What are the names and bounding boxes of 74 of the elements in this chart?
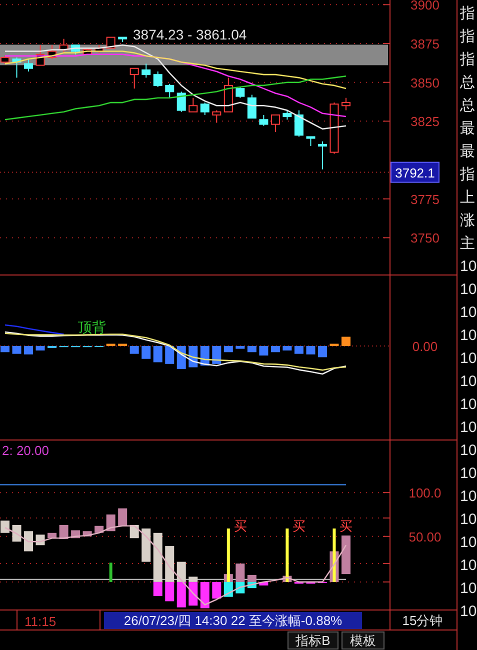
- text: 10: [460, 419, 477, 436]
- text: 10: [460, 488, 477, 505]
- annotation: 顶背: [78, 319, 106, 335]
- bar: [106, 514, 116, 532]
- bar: [165, 546, 174, 582]
- y-tick-label: 100.0: [408, 486, 442, 501]
- x-tick-label: 11:15: [24, 614, 56, 629]
- text: 10: [460, 304, 477, 321]
- text: 10: [460, 603, 477, 620]
- bar: [286, 528, 289, 582]
- data-label: 买: [292, 518, 306, 534]
- text: 10: [460, 557, 477, 574]
- bar: [59, 525, 68, 540]
- text: 模板: [350, 633, 376, 648]
- bar: [332, 528, 336, 582]
- text: 10: [460, 580, 477, 597]
- text: 指: [459, 28, 475, 45]
- text: 10: [460, 258, 477, 275]
- text: 10: [460, 465, 477, 482]
- y-tick-label: 3850: [410, 75, 440, 90]
- bar: [212, 582, 222, 599]
- bar: [200, 582, 210, 608]
- bar: [236, 564, 245, 582]
- text: 总: [459, 74, 475, 91]
- text: 指: [459, 5, 475, 22]
- data-label: 买: [340, 518, 353, 534]
- y-tick-label: 3875: [410, 36, 440, 52]
- text: 最: [460, 143, 475, 160]
- text: 10: [460, 327, 477, 344]
- text: 10: [460, 534, 477, 551]
- bar: [188, 582, 198, 606]
- text: 指: [459, 51, 475, 68]
- text: 15分钟: [402, 613, 443, 628]
- y-tick-label: 3775: [410, 192, 440, 207]
- ref-line-label: 0.00: [412, 339, 438, 354]
- text: 10: [460, 373, 477, 390]
- text: 主: [460, 235, 475, 252]
- band-label: 3874.23 - 3861.04: [133, 26, 247, 43]
- text: 指标B: [294, 633, 330, 648]
- bar: [226, 528, 230, 582]
- bar: [142, 528, 151, 562]
- text: 10: [460, 442, 477, 459]
- bar: [176, 562, 186, 582]
- bar: [165, 582, 174, 602]
- bar: [342, 536, 350, 574]
- data-label: 买: [234, 518, 247, 534]
- bar: [176, 582, 186, 608]
- text: 10: [460, 511, 477, 528]
- chart-title: 2: 20.00: [2, 443, 49, 458]
- bar: [224, 582, 233, 597]
- text: 26/07/23/四 14:30 22 至今涨幅-0.88%: [124, 613, 343, 628]
- line-series: [4, 75, 347, 120]
- bar: [247, 574, 256, 582]
- bar: [153, 582, 162, 596]
- bar: [153, 532, 162, 582]
- text: 总: [459, 97, 475, 114]
- text: 上: [460, 189, 475, 206]
- text: 指: [459, 166, 475, 183]
- bar: [109, 562, 112, 582]
- y-tick-label: 3750: [410, 230, 440, 246]
- ref-line-label: 3792.1: [395, 165, 435, 180]
- bar: [24, 531, 34, 552]
- y-tick-label: 3825: [410, 114, 440, 130]
- y-tick-label: 3900: [410, 0, 440, 13]
- bar: [12, 525, 22, 542]
- bar: [0, 520, 10, 533]
- text: 涨: [460, 212, 475, 229]
- text: 10: [460, 281, 477, 298]
- text: 最: [460, 120, 475, 137]
- text: 10: [460, 396, 477, 413]
- y-tick-label: 50.00: [408, 529, 442, 544]
- bar: [188, 576, 198, 582]
- bar: [118, 508, 128, 526]
- text: 10: [460, 350, 477, 367]
